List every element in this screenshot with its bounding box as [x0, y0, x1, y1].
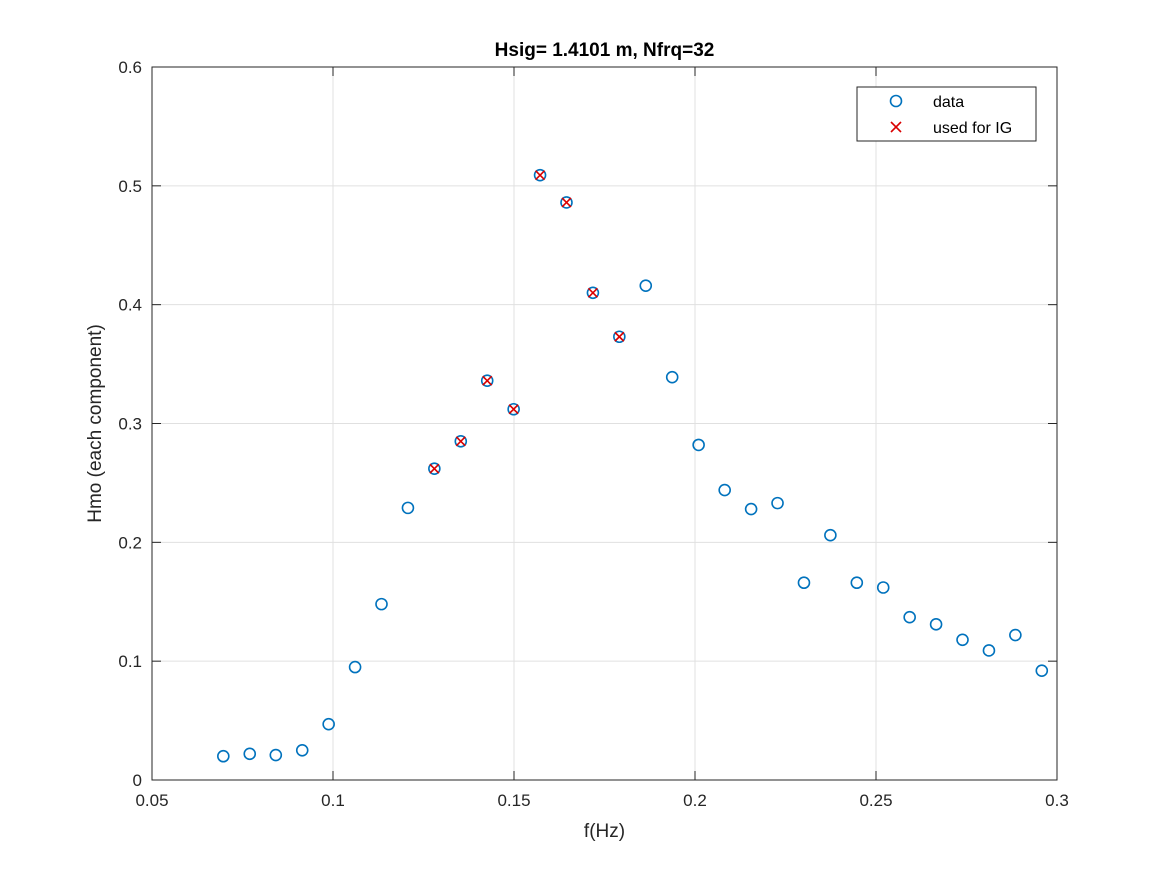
x-tick-label: 0.2	[683, 791, 707, 810]
data-point	[692, 438, 705, 452]
legend-circle-icon	[889, 94, 903, 108]
data-point	[322, 717, 335, 731]
data-point	[454, 435, 468, 448]
ig-point	[614, 331, 625, 342]
y-tick-label: 0.6	[118, 58, 142, 77]
data-point	[401, 501, 415, 515]
x-tick-label: 0.3	[1045, 791, 1069, 810]
data-point	[217, 749, 230, 763]
x-tick-label: 0.25	[859, 791, 892, 810]
data-point	[744, 502, 758, 516]
legend-x-icon	[890, 121, 902, 133]
data-point	[1009, 628, 1022, 642]
x-tick-label: 0.15	[497, 791, 530, 810]
y-tick-label: 0.5	[118, 177, 142, 196]
data-points	[217, 168, 1049, 763]
y-tick-label: 0	[133, 771, 142, 790]
data-point	[797, 576, 811, 590]
ig-point	[429, 463, 440, 474]
data-point	[665, 370, 679, 384]
x-tick-label: 0.1	[321, 791, 345, 810]
ig-point	[482, 375, 493, 386]
data-point	[982, 644, 996, 657]
data-point	[718, 483, 731, 497]
tick-labels: 0.05 0.1 0.15 0.2 0.25 0.3 0 0.1 0.2 0.3 0.4 0.5 0.6	[118, 58, 1068, 810]
data-point	[560, 196, 573, 209]
chart-title: Hsig= 1.4101 m, Nfrq=32	[495, 40, 715, 61]
data-point	[586, 286, 600, 300]
data-point	[929, 618, 943, 631]
y-tick-label: 0.3	[118, 415, 142, 434]
legend-box	[856, 86, 1037, 142]
legend-label-used-for-ig: used for IG	[933, 120, 1012, 137]
y-axis-label: Hmo (each component)	[85, 324, 106, 523]
data-point	[903, 610, 916, 624]
data-point	[295, 743, 309, 757]
x-axis-label: f(Hz)	[584, 821, 625, 842]
data-point	[956, 633, 969, 647]
data-point	[824, 528, 837, 542]
ig-point	[534, 170, 546, 181]
legend-label-data: data	[933, 94, 964, 111]
ig-point	[587, 287, 598, 298]
y-tick-label: 0.2	[118, 533, 142, 552]
grid-lines	[152, 67, 1057, 780]
ig-point	[561, 197, 572, 208]
data-point	[348, 660, 362, 674]
data-point	[243, 747, 257, 761]
y-tick-label: 0.1	[118, 652, 142, 671]
data-point	[269, 748, 283, 762]
data-point	[850, 576, 864, 590]
plot-border	[151, 66, 1058, 781]
data-point	[771, 496, 784, 510]
ig-point	[508, 404, 519, 415]
data-point	[428, 462, 441, 475]
data-point	[507, 402, 520, 416]
legend: data used for IG	[856, 86, 1037, 142]
data-point	[613, 330, 626, 344]
data-point	[480, 374, 494, 388]
data-point	[639, 279, 653, 292]
x-tick-label: 0.05	[135, 791, 168, 810]
y-tick-label: 0.4	[118, 296, 142, 315]
ig-point	[455, 436, 466, 447]
data-point	[876, 581, 890, 594]
data-point	[375, 597, 388, 611]
data-point	[533, 168, 547, 182]
data-point	[1035, 664, 1049, 677]
